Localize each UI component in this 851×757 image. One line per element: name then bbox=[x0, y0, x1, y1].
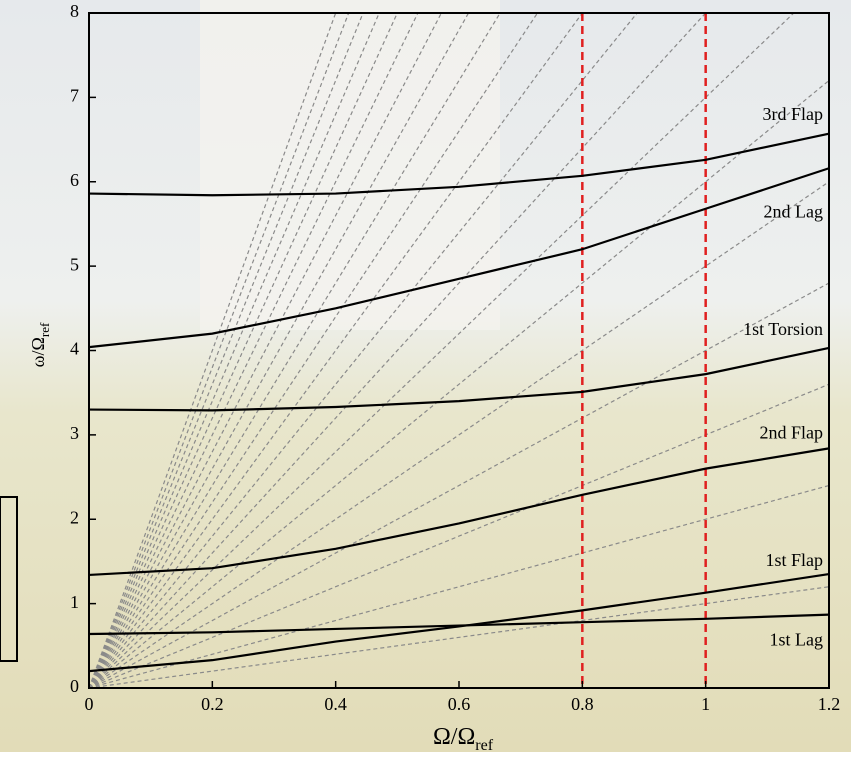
harmonic-ray bbox=[88, 12, 638, 689]
harmonic-ray bbox=[88, 12, 364, 689]
y-tick-label: 5 bbox=[70, 254, 79, 274]
mode-label: 1st Flap bbox=[765, 550, 823, 570]
harmonic-ray bbox=[88, 12, 501, 689]
harmonic-ray bbox=[88, 12, 795, 689]
harmonic-ray bbox=[88, 12, 442, 689]
x-tick-label: 1.2 bbox=[818, 694, 841, 714]
y-tick-label: 7 bbox=[70, 86, 79, 106]
y-axis-label: ω/Ωref bbox=[28, 322, 52, 367]
harmonic-ray bbox=[88, 12, 337, 689]
x-tick-label: 0 bbox=[85, 694, 94, 714]
x-label-main: Ω/Ω bbox=[433, 724, 475, 750]
harmonic-ray bbox=[88, 80, 830, 689]
x-tick-label: 0.6 bbox=[448, 694, 471, 714]
x-tick-label: 0.2 bbox=[201, 694, 224, 714]
harmonic-ray bbox=[88, 12, 380, 689]
harmonic-ray bbox=[88, 181, 830, 689]
mode-curve bbox=[88, 132, 830, 197]
y-tick-label: 3 bbox=[70, 423, 79, 443]
y-label-main: ω/Ω bbox=[28, 337, 48, 367]
mode-curve bbox=[88, 346, 830, 412]
harmonic-ray bbox=[88, 12, 398, 689]
harmonic-ray bbox=[88, 586, 830, 689]
y-tick-label: 4 bbox=[70, 339, 79, 359]
harmonic-ray bbox=[88, 12, 470, 689]
y-label-sub: ref bbox=[37, 322, 52, 337]
side-box bbox=[0, 496, 18, 662]
y-tick-label: 6 bbox=[70, 170, 79, 190]
mode-curve bbox=[88, 167, 830, 349]
plot-frame bbox=[88, 12, 830, 689]
harmonic-ray bbox=[88, 484, 830, 689]
mode-curve bbox=[88, 447, 830, 577]
monument bbox=[200, 0, 500, 330]
harmonic-ray bbox=[88, 12, 350, 689]
mode-label: 2nd Lag bbox=[764, 201, 823, 221]
y-tick-label: 8 bbox=[70, 1, 79, 21]
x-label-sub: ref bbox=[475, 737, 493, 752]
harmonic-ray bbox=[88, 12, 538, 689]
mode-curve bbox=[88, 573, 830, 673]
x-axis-label: Ω/Ωref bbox=[433, 724, 494, 753]
x-tick-label: 0.8 bbox=[571, 694, 594, 714]
harmonic-ray bbox=[88, 12, 707, 689]
harmonic-ray bbox=[88, 12, 583, 689]
x-tick-label: 1 bbox=[701, 694, 710, 714]
mode-label: 2nd Flap bbox=[759, 423, 823, 443]
y-tick-label: 2 bbox=[70, 507, 79, 527]
harmonic-ray bbox=[88, 282, 830, 689]
y-tick-label: 1 bbox=[70, 592, 79, 612]
mode-label: 1st Lag bbox=[770, 630, 824, 650]
y-tick-label: 0 bbox=[70, 676, 79, 696]
x-tick-label: 0.4 bbox=[324, 694, 347, 714]
harmonic-ray bbox=[88, 12, 419, 689]
mode-label: 1st Torsion bbox=[743, 319, 823, 339]
mode-label: 3rd Flap bbox=[763, 104, 824, 124]
